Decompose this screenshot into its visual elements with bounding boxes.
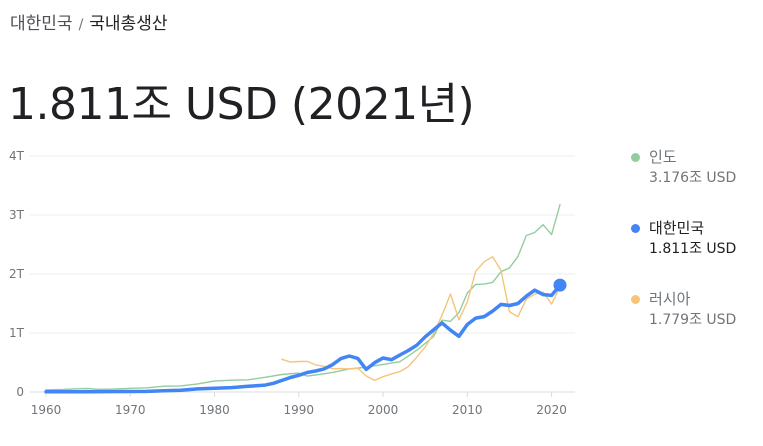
breadcrumb-parent-link[interactable]: 대한민국 bbox=[10, 14, 73, 34]
chart-legend: 인도 3.176조 USD 대한민국 1.811조 USD 러시아 1.779조… bbox=[628, 146, 758, 359]
series-line bbox=[281, 256, 561, 382]
breadcrumb-current: 국내총생산 bbox=[89, 14, 168, 34]
x-tick-label: 2020 bbox=[536, 403, 567, 417]
legend-name: 러시아 bbox=[649, 290, 691, 308]
x-tick-label: 1970 bbox=[115, 403, 146, 417]
legend-item-russia[interactable]: 러시아 1.779조 USD bbox=[628, 288, 758, 338]
y-tick-label: 1T bbox=[9, 326, 25, 340]
x-tick-label: 1960 bbox=[31, 403, 62, 417]
headline-value: 1.811조 USD (2021년) bbox=[8, 79, 475, 130]
legend-value: 1.779조 USD bbox=[649, 312, 737, 328]
x-tick-label: 1980 bbox=[199, 403, 230, 417]
breadcrumb: 대한민국 / 국내총생산 bbox=[10, 9, 167, 34]
gdp-line-chart[interactable]: 0 1T 2T 3T 4T 1960 1970 1980 1990 2000 2010 2020 bbox=[0, 140, 600, 430]
legend-dot-icon bbox=[631, 153, 640, 162]
breadcrumb-separator: / bbox=[78, 17, 84, 33]
x-tick-label: 1990 bbox=[284, 403, 315, 417]
legend-dot-icon bbox=[631, 295, 640, 304]
x-tick-label: 2000 bbox=[368, 403, 399, 417]
y-tick-label: 4T bbox=[9, 149, 25, 163]
legend-name: 대한민국 bbox=[649, 219, 705, 237]
legend-item-india[interactable]: 인도 3.176조 USD bbox=[628, 146, 758, 196]
legend-item-korea[interactable]: 대한민국 1.811조 USD bbox=[628, 217, 758, 267]
x-tick-label: 2010 bbox=[452, 403, 483, 417]
legend-value: 1.811조 USD bbox=[649, 241, 737, 257]
legend-dot-icon bbox=[631, 224, 640, 233]
legend-name: 인도 bbox=[649, 148, 677, 166]
legend-value: 3.176조 USD bbox=[649, 170, 737, 186]
y-tick-label: 3T bbox=[9, 208, 25, 222]
series-line bbox=[44, 283, 562, 394]
y-tick-label: 0 bbox=[16, 385, 24, 399]
y-tick-label: 2T bbox=[9, 267, 25, 281]
series-endpoint bbox=[553, 278, 567, 292]
